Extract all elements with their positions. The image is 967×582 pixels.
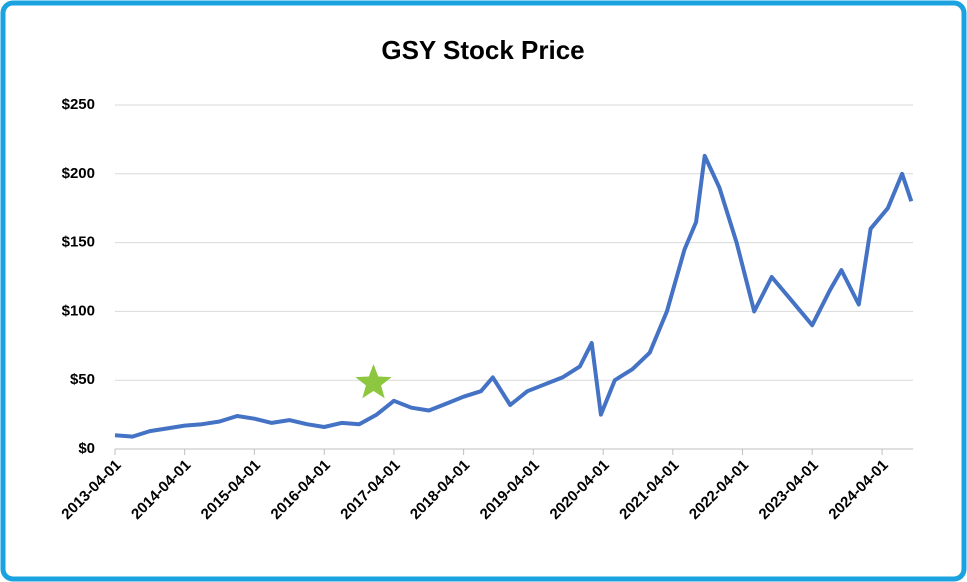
y-tick-label: $150 [62, 234, 95, 251]
star-marker [355, 364, 392, 399]
y-tick-label: $0 [78, 440, 95, 457]
y-tick-label: $250 [62, 96, 95, 113]
y-tick-label: $100 [62, 302, 95, 319]
chart-title: GSY Stock Price [381, 35, 584, 65]
y-tick-label: $50 [70, 371, 95, 388]
price-line [114, 153, 914, 439]
y-tick-label: $200 [62, 165, 95, 182]
